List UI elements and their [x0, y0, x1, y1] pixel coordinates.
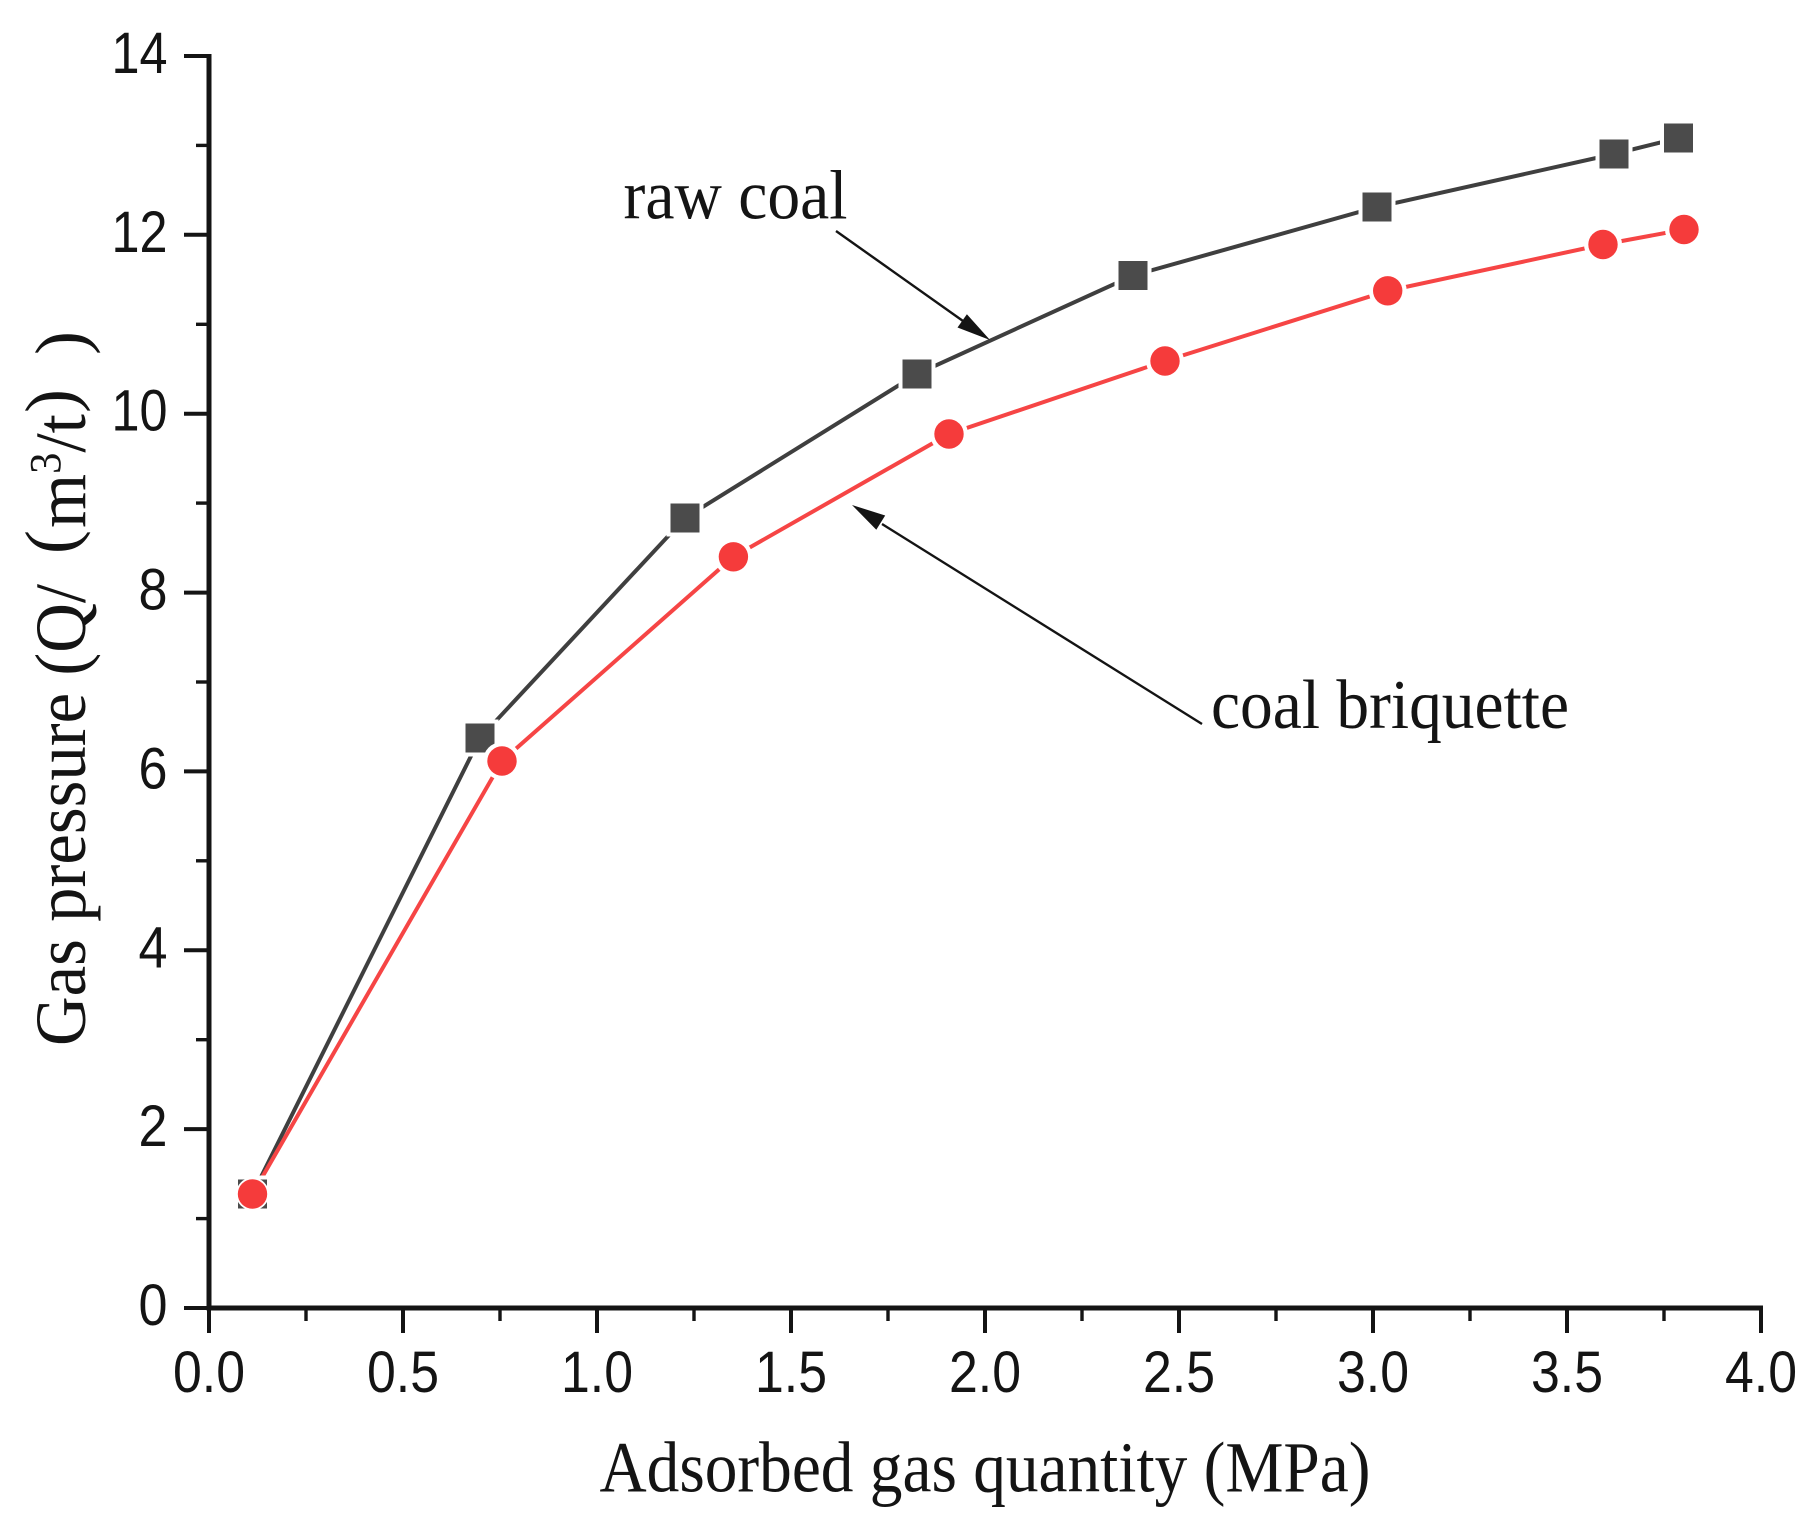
svg-text:1.5: 1.5 — [755, 1340, 827, 1405]
svg-text:Gas pressure (Q/: Gas pressure (Q/ — [21, 584, 101, 1046]
svg-text:Adsorbed gas quantity (MPa): Adsorbed gas quantity (MPa) — [600, 1428, 1371, 1508]
svg-text:2: 2 — [139, 1094, 168, 1159]
svg-text:): ) — [11, 389, 91, 413]
svg-text:14: 14 — [112, 21, 168, 86]
svg-text:3.5: 3.5 — [1531, 1340, 1603, 1405]
svg-text:coal briquette: coal briquette — [1211, 667, 1569, 744]
svg-text:): ) — [21, 331, 101, 355]
svg-text:(: ( — [11, 530, 91, 554]
svg-text:0: 0 — [139, 1273, 168, 1338]
svg-text:6: 6 — [139, 736, 168, 801]
svg-text:0.5: 0.5 — [367, 1340, 439, 1405]
svg-text:4.0: 4.0 — [1725, 1340, 1797, 1405]
svg-text:8: 8 — [139, 558, 168, 623]
svg-text:4: 4 — [139, 915, 168, 980]
svg-text:raw coal: raw coal — [624, 158, 848, 235]
svg-text:0.0: 0.0 — [173, 1340, 245, 1405]
svg-text:2.5: 2.5 — [1143, 1340, 1215, 1405]
svg-text:1.0: 1.0 — [561, 1340, 633, 1405]
svg-text:12: 12 — [112, 200, 168, 265]
svg-text:10: 10 — [112, 379, 168, 444]
svg-text:3.0: 3.0 — [1337, 1340, 1409, 1405]
svg-text:2.0: 2.0 — [949, 1340, 1021, 1405]
